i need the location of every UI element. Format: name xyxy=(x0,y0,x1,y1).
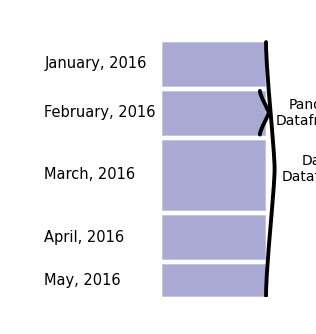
Bar xyxy=(162,42,265,86)
Bar xyxy=(162,215,265,259)
Text: February, 2016: February, 2016 xyxy=(44,105,156,120)
Text: Pandas
Dataframe: Pandas Dataframe xyxy=(276,98,316,128)
Text: May, 2016: May, 2016 xyxy=(44,273,121,288)
Text: March, 2016: March, 2016 xyxy=(44,167,136,182)
Text: January, 2016: January, 2016 xyxy=(44,56,147,71)
Text: April, 2016: April, 2016 xyxy=(44,230,125,244)
Bar xyxy=(162,91,265,135)
Bar xyxy=(162,140,265,210)
Text: Dask
Dataframe: Dask Dataframe xyxy=(282,154,316,184)
Bar xyxy=(162,264,265,296)
